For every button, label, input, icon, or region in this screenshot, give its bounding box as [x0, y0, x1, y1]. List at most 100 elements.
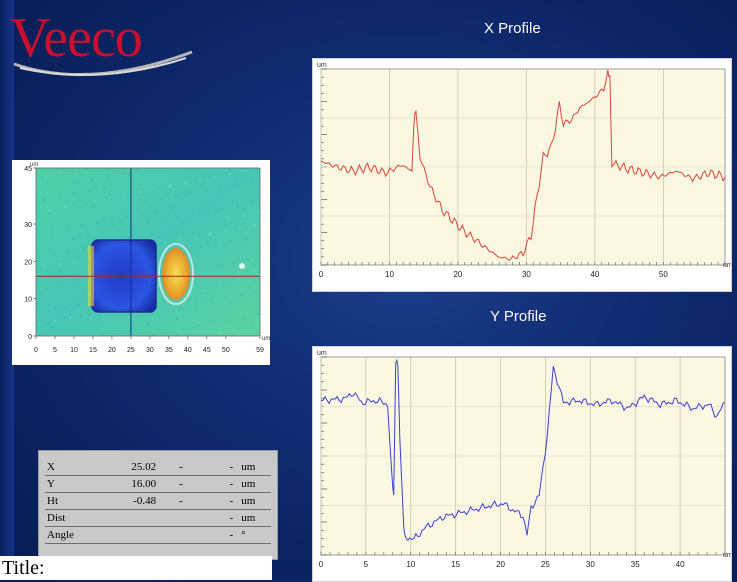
y-profile-x-tick-label: 30 [586, 560, 595, 569]
image-speckle [86, 234, 90, 238]
image-speckle [232, 328, 236, 332]
image-x-tick-label: 5 [53, 347, 57, 354]
particle-dot [239, 263, 245, 269]
x-profile-plot: um um 0 10 20 30 40 50 [317, 62, 731, 279]
y-profile-x-tick-label: 0 [319, 560, 324, 569]
x-profile-x-tick-label: 30 [522, 270, 531, 279]
image-speckle [227, 217, 231, 221]
image-speckle [181, 327, 185, 331]
image-y-tick-label: 45 [24, 166, 32, 173]
image-x-tick-label: 45 [203, 347, 211, 354]
image-speckle [251, 201, 255, 205]
image-speckle [136, 168, 140, 172]
image-speckle [214, 242, 218, 246]
image-speckle [70, 170, 74, 174]
image-speckle [233, 283, 237, 287]
image-y-tick-label: 30 [24, 222, 32, 229]
image-speckle [163, 241, 167, 245]
image-speckle [199, 245, 203, 249]
image-frame [35, 167, 261, 337]
image-speckle [55, 173, 59, 177]
readout-dash: - [164, 475, 198, 493]
image-speckle [71, 237, 75, 241]
image-speckle [68, 316, 72, 320]
image-speckle [252, 268, 256, 272]
image-speckle [218, 286, 222, 290]
y-profile-x-tick-label: 20 [496, 560, 505, 569]
image-speckle [37, 255, 41, 259]
image-speckle [65, 227, 69, 231]
image-speckle [196, 324, 200, 328]
image-speckle [254, 290, 258, 294]
image-speckle [168, 184, 172, 188]
readout-label: Ht [45, 492, 95, 510]
x-profile-x-tick-label: 50 [659, 270, 668, 279]
image-y-unit: um [30, 162, 38, 168]
readout-label: X [45, 459, 95, 476]
image-speckle [209, 299, 213, 303]
image-speckle [239, 293, 243, 297]
image-speckle [158, 298, 162, 302]
image-speckle [170, 206, 174, 210]
image-speckle [48, 208, 52, 212]
veeco-logo: Veeco [10, 6, 200, 86]
image-speckle [62, 306, 66, 310]
image-speckle [204, 188, 208, 192]
readout-dash: - [164, 459, 198, 476]
y-profile-line [320, 358, 726, 542]
x-profile-x-tick-label: 10 [385, 270, 394, 279]
x-profile-title: X Profile [484, 20, 541, 37]
image-speckle [228, 172, 232, 176]
readout-unit: um [239, 509, 271, 527]
image-speckle [144, 200, 148, 204]
readout-dash: - [197, 526, 240, 544]
readout-dash [164, 509, 198, 527]
y-profile-x-tick-label: 35 [631, 560, 640, 569]
image-speckle [87, 189, 91, 193]
image-speckle [226, 318, 230, 322]
x-profile-x-unit: um [723, 262, 731, 269]
readout-row: X 25.02- - um [45, 459, 271, 476]
readout-dash: - [164, 492, 198, 510]
image-speckle [183, 181, 187, 185]
image-speckle [145, 323, 149, 327]
afm-image-panel: um um 45 30 20 10 0 0 5 10 15 20 25 30 35 40 45 50 59 [12, 160, 270, 365]
image-speckle [244, 236, 248, 240]
image-x-tick-label: 50 [222, 347, 230, 354]
image-speckle [45, 287, 49, 291]
image-speckle [82, 246, 86, 250]
image-speckle [241, 315, 245, 319]
readout-unit: ° [239, 526, 271, 544]
image-speckle [203, 289, 207, 293]
readout-dash: - [197, 509, 240, 527]
image-speckle [211, 321, 215, 325]
image-speckle [101, 231, 105, 235]
image-speckle [219, 185, 223, 189]
image-speckle [40, 176, 44, 180]
image-speckle [115, 329, 119, 333]
logo-text: Veeco [10, 7, 143, 69]
image-speckle [73, 259, 77, 263]
image-x-tick-label: 30 [146, 347, 154, 354]
image-speckle [201, 267, 205, 271]
image-speckle [80, 224, 84, 228]
title-field[interactable]: Title: [0, 556, 272, 580]
image-speckle [123, 193, 127, 197]
image-speckle [206, 210, 210, 214]
image-speckle [256, 312, 260, 316]
x-profile-panel: um um 0 10 20 30 40 50 [312, 58, 732, 292]
image-speckle [140, 212, 144, 216]
y-profile-title: Y Profile [490, 308, 547, 325]
image-speckle [153, 187, 157, 191]
image-speckle [77, 303, 81, 307]
image-speckle [85, 167, 89, 171]
y-profile-y-unit: um [317, 350, 327, 357]
image-speckle [131, 225, 135, 229]
readout-dash [164, 526, 198, 544]
image-speckle [189, 191, 193, 195]
image-x-tick-label: 40 [184, 347, 192, 354]
image-speckle [67, 249, 71, 253]
image-speckle [43, 265, 47, 269]
bump-region [162, 248, 190, 300]
